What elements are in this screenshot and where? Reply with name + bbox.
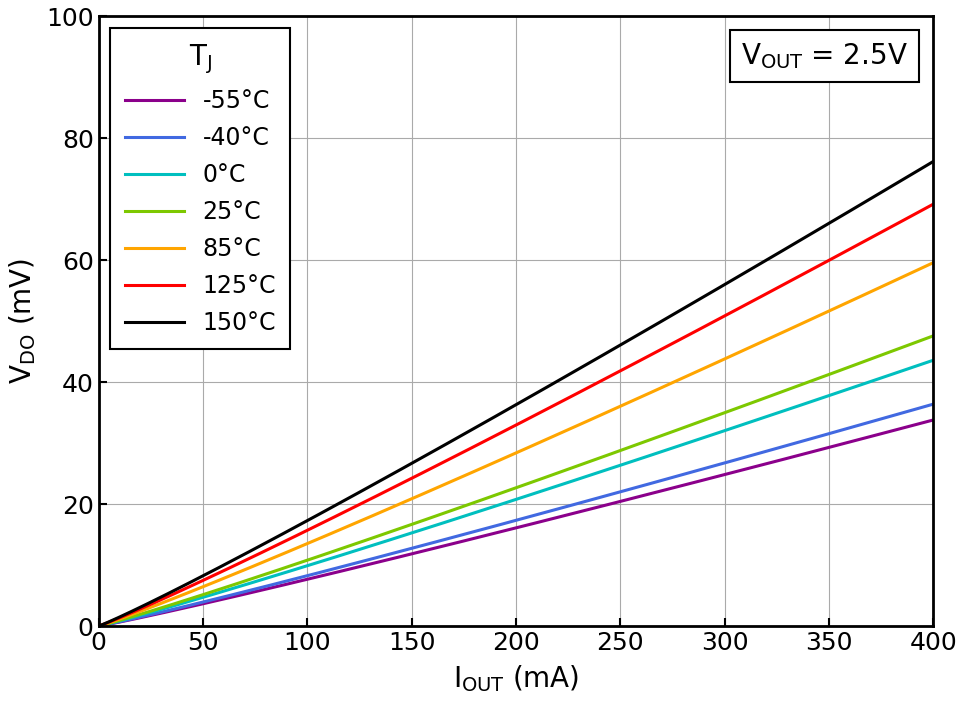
-55°C — [93, 622, 104, 630]
-40°C — [93, 622, 104, 630]
Line: 85°C: 85°C — [98, 263, 933, 626]
150°C — [545, 381, 556, 390]
-40°C — [495, 520, 506, 529]
85°C — [590, 414, 602, 422]
Text: $\mathregular{V_{OUT}}$ = 2.5V: $\mathregular{V_{OUT}}$ = 2.5V — [741, 41, 908, 71]
25°C — [93, 622, 104, 630]
0°C — [907, 363, 919, 372]
Y-axis label: $\mathregular{V_{DO}}$ (mV): $\mathregular{V_{DO}}$ (mV) — [7, 258, 38, 384]
-40°C — [590, 494, 602, 503]
-40°C — [777, 442, 789, 451]
125°C — [545, 403, 556, 411]
-40°C — [545, 507, 556, 515]
0°C — [93, 622, 104, 630]
Line: -40°C: -40°C — [98, 404, 933, 626]
125°C — [93, 622, 104, 630]
125°C — [495, 429, 506, 437]
85°C — [489, 458, 500, 466]
-55°C — [927, 416, 939, 424]
0°C — [590, 469, 602, 477]
Legend: -55°C, -40°C, 0°C, 25°C, 85°C, 125°C, 150°C: -55°C, -40°C, 0°C, 25°C, 85°C, 125°C, 15… — [110, 28, 290, 349]
150°C — [489, 412, 500, 421]
85°C — [93, 622, 104, 630]
85°C — [545, 433, 556, 442]
0°C — [777, 407, 789, 416]
-55°C — [489, 529, 500, 538]
-55°C — [545, 515, 556, 524]
-40°C — [927, 400, 939, 409]
125°C — [489, 432, 500, 440]
125°C — [590, 380, 602, 388]
25°C — [545, 472, 556, 480]
85°C — [927, 259, 939, 267]
-55°C — [590, 503, 602, 512]
150°C — [590, 355, 602, 364]
-55°C — [777, 456, 789, 464]
125°C — [927, 200, 939, 208]
150°C — [495, 409, 506, 418]
85°C — [907, 268, 919, 276]
Line: -55°C: -55°C — [98, 420, 933, 626]
Line: 150°C: 150°C — [98, 161, 933, 626]
0°C — [927, 356, 939, 365]
150°C — [907, 169, 919, 177]
25°C — [777, 388, 789, 396]
-55°C — [907, 421, 919, 430]
25°C — [495, 489, 506, 498]
25°C — [590, 456, 602, 464]
85°C — [777, 328, 789, 336]
150°C — [927, 157, 939, 165]
150°C — [777, 246, 789, 254]
25°C — [927, 332, 939, 340]
Line: 25°C: 25°C — [98, 336, 933, 626]
Line: 0°C: 0°C — [98, 360, 933, 626]
0°C — [545, 484, 556, 493]
85°C — [495, 456, 506, 464]
-55°C — [495, 528, 506, 536]
25°C — [489, 491, 500, 499]
-40°C — [489, 522, 500, 530]
X-axis label: $\mathregular{I_{OUT}}$ (mA): $\mathregular{I_{OUT}}$ (mA) — [453, 663, 579, 694]
125°C — [907, 211, 919, 219]
Line: 125°C: 125°C — [98, 204, 933, 626]
-40°C — [907, 406, 919, 414]
150°C — [93, 622, 104, 630]
0°C — [489, 502, 500, 510]
125°C — [777, 281, 789, 290]
25°C — [907, 339, 919, 348]
0°C — [495, 501, 506, 509]
